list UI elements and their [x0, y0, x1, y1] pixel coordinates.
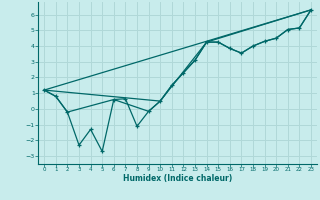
X-axis label: Humidex (Indice chaleur): Humidex (Indice chaleur)	[123, 174, 232, 183]
